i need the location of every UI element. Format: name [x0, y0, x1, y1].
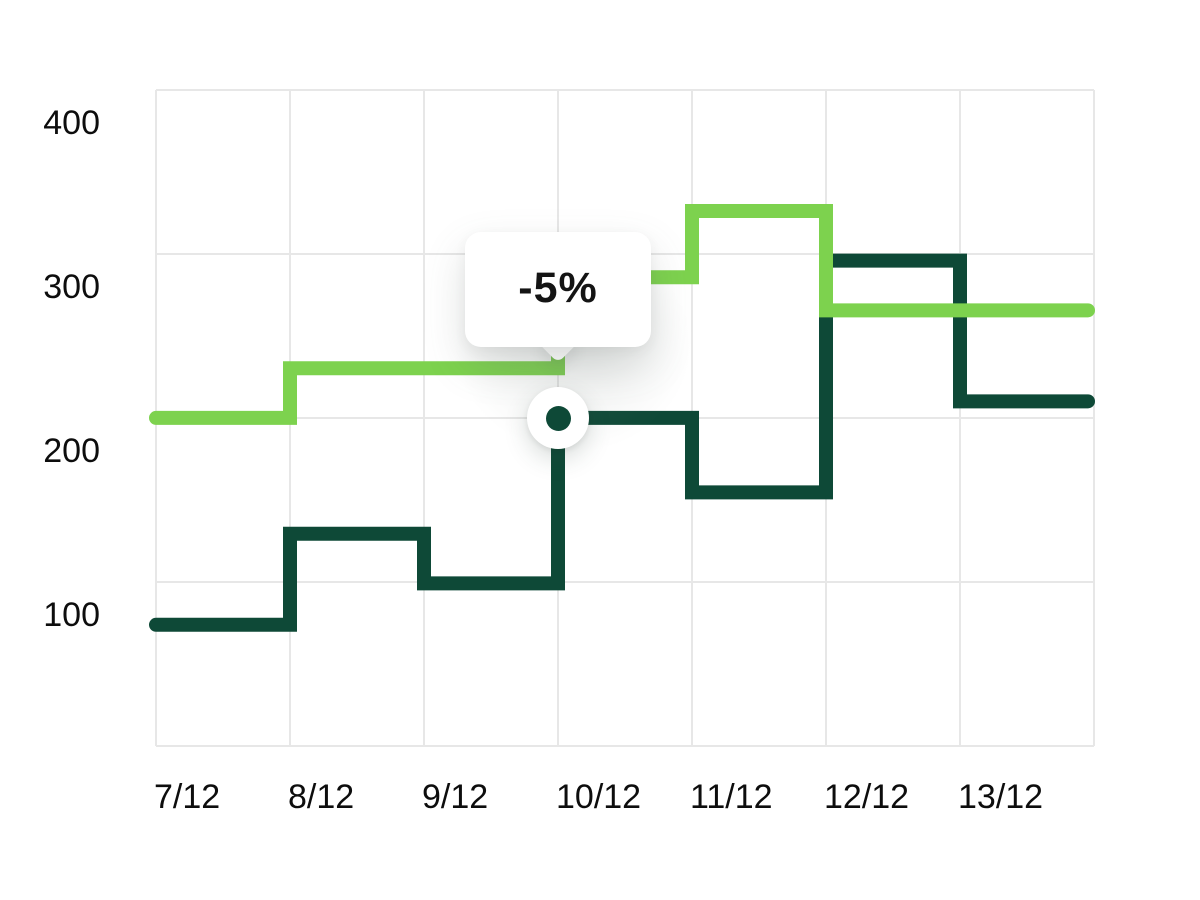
x-axis-label: 10/12 — [556, 778, 642, 816]
y-axis-label: 200 — [43, 432, 100, 470]
series-dark-green-line[interactable] — [149, 253, 1095, 632]
tooltip: -5% — [465, 232, 651, 347]
x-axis-label: 12/12 — [824, 778, 910, 816]
x-axis-label: 13/12 — [958, 778, 1044, 816]
x-axis-label: 9/12 — [422, 778, 489, 816]
tooltip-label: -5% — [518, 264, 598, 312]
x-axis-label: 8/12 — [288, 778, 355, 816]
y-axis-label: 100 — [43, 596, 100, 634]
data-point-marker[interactable] — [527, 387, 589, 449]
y-axis-label: 400 — [43, 104, 100, 142]
x-axis-label: 7/12 — [154, 778, 221, 816]
x-axis-label: 11/12 — [690, 778, 773, 816]
marker-dot — [545, 405, 571, 431]
y-axis-label: 300 — [43, 268, 100, 306]
